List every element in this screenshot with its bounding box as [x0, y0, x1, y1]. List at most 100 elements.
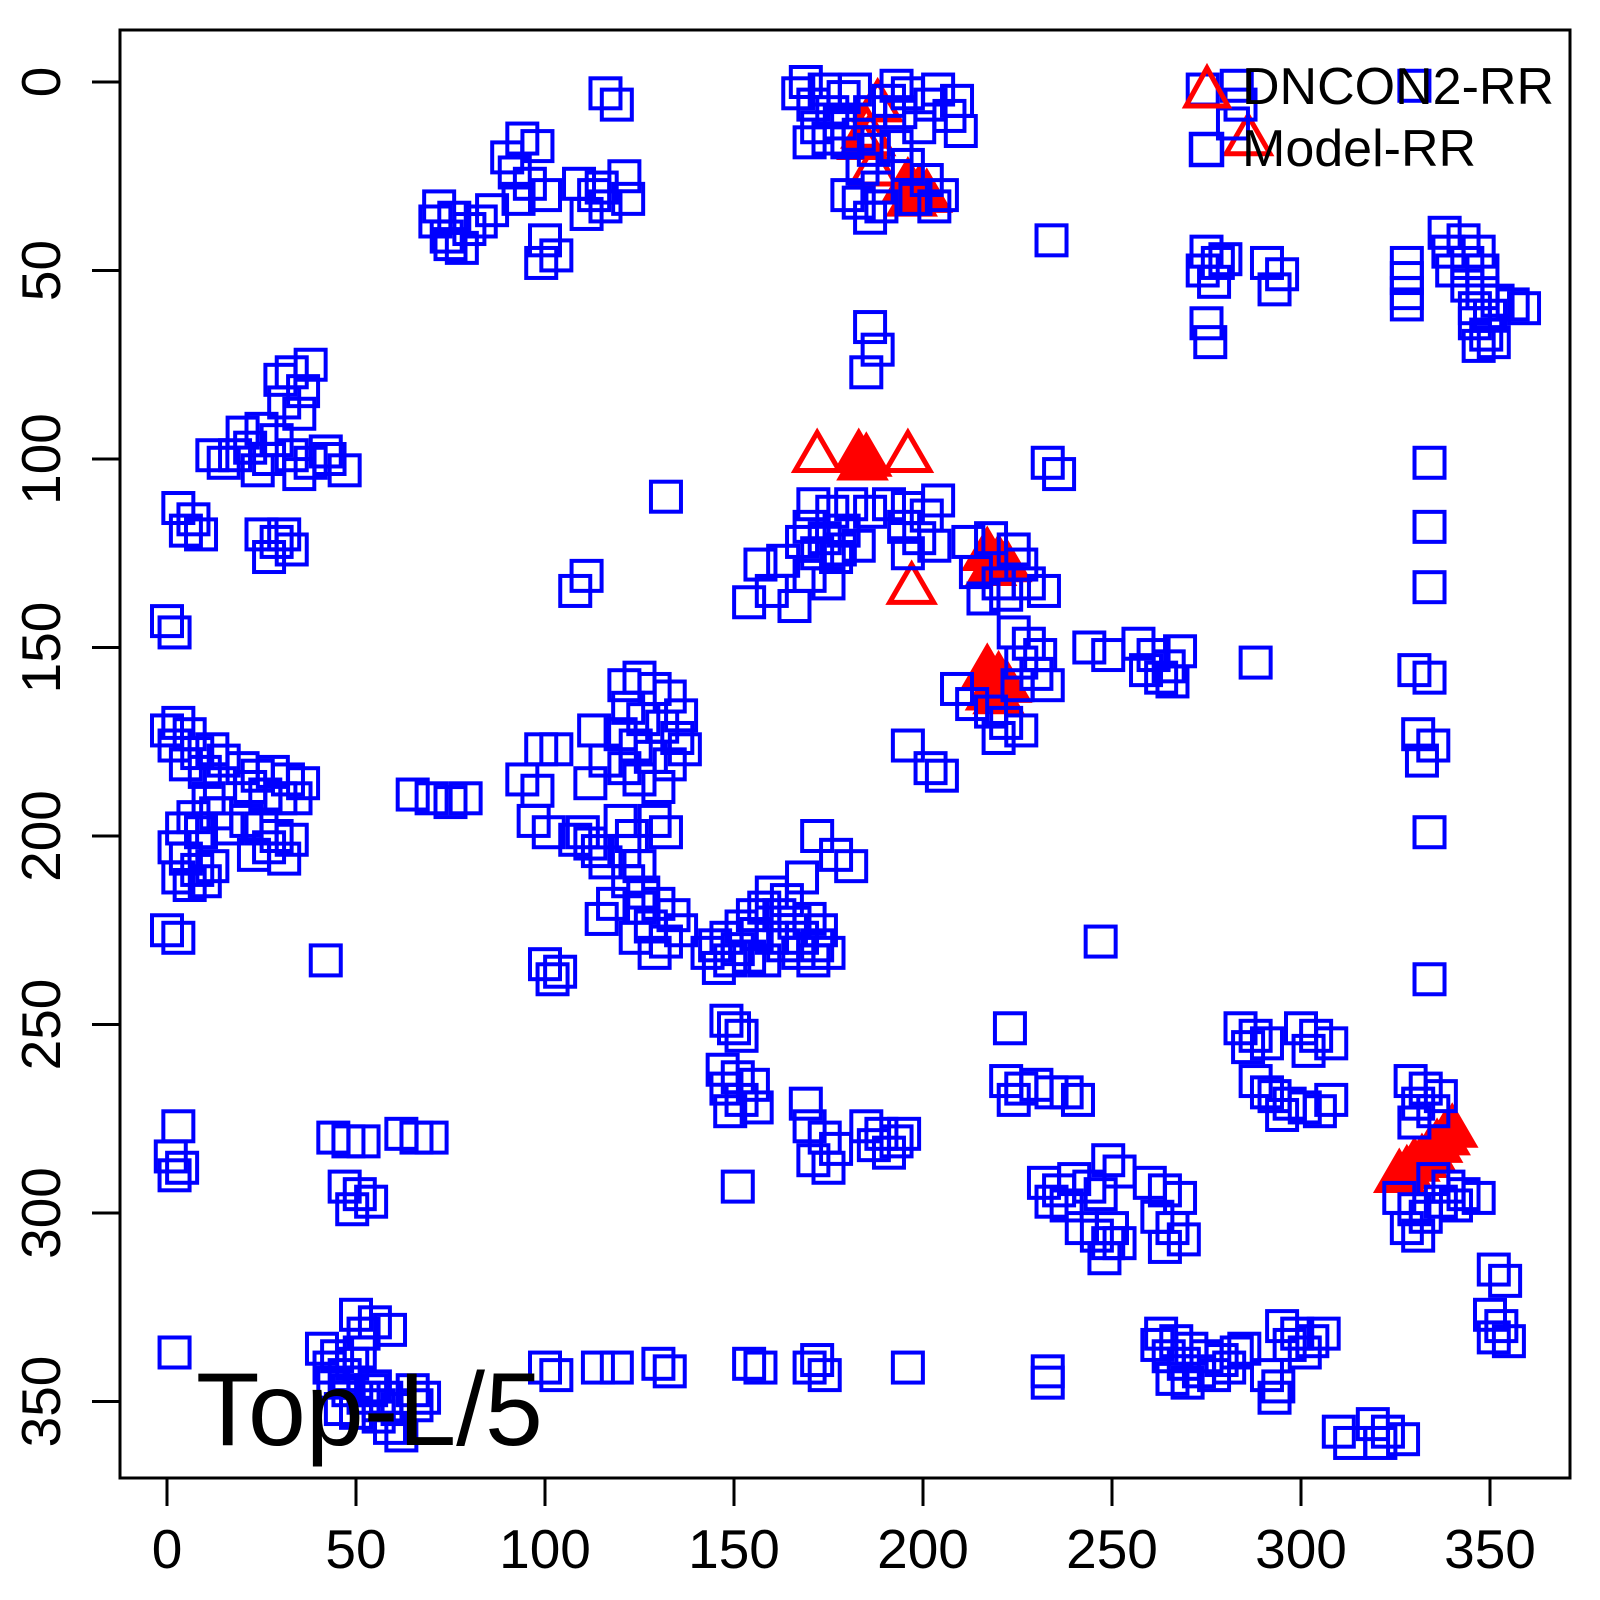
data-point-square — [577, 178, 612, 213]
data-point-square — [1004, 547, 1039, 582]
data-point-square — [667, 732, 702, 767]
data-point-square — [1087, 1241, 1122, 1276]
data-point-square — [535, 962, 570, 997]
data-point-square — [1397, 1105, 1432, 1140]
data-point-square — [1166, 1222, 1201, 1257]
y-tick-label: 200 — [10, 790, 72, 882]
data-point-square — [724, 1018, 759, 1053]
data-point-square — [830, 178, 865, 213]
data-point-square — [1004, 713, 1039, 748]
data-point-square — [373, 1312, 408, 1347]
data-point-square — [622, 762, 657, 797]
y-tick-label: 100 — [10, 413, 72, 505]
data-point-square — [660, 720, 695, 755]
data-point-square — [1034, 223, 1069, 258]
data-point-square — [1257, 1380, 1292, 1415]
data-point-square — [433, 227, 468, 262]
data-point-square — [1488, 1263, 1523, 1298]
data-point-square — [1476, 1252, 1511, 1287]
data-point-square — [1473, 1297, 1507, 1332]
data-point-square — [1461, 1180, 1496, 1215]
data-point-square — [1208, 242, 1243, 277]
legend: DNCON2-RR Model-RR — [1176, 56, 1554, 180]
data-point-square — [225, 415, 260, 450]
legend-label-model: Model-RR — [1242, 120, 1477, 178]
data-point-square — [1416, 1094, 1451, 1129]
data-point-square — [781, 76, 816, 111]
data-point-square — [834, 849, 869, 884]
data-point-square — [788, 65, 823, 99]
data-point-square — [1412, 445, 1447, 480]
data-point-square — [1401, 1218, 1436, 1253]
data-point-square — [1261, 1369, 1296, 1404]
data-point-square — [414, 1120, 449, 1155]
data-point-square — [1026, 573, 1061, 608]
data-point-square — [890, 1350, 925, 1385]
data-point-square — [1147, 1229, 1182, 1264]
data-point-square — [1386, 1422, 1421, 1457]
x-tick-label: 0 — [152, 1518, 183, 1580]
data-point-square — [796, 943, 831, 978]
data-point-square — [792, 125, 827, 160]
data-point-square — [539, 732, 574, 767]
data-point-square — [913, 751, 948, 786]
data-point-square — [1314, 1082, 1349, 1117]
data-point-square — [1072, 630, 1107, 665]
data-point-square — [879, 1124, 914, 1159]
data-point-square — [1412, 570, 1447, 605]
data-point-square — [335, 1346, 370, 1381]
data-point-square — [641, 769, 676, 804]
data-point-square — [879, 129, 914, 164]
x-tick-label: 150 — [688, 1518, 780, 1580]
data-point-square — [584, 170, 619, 205]
data-point-square — [444, 230, 479, 265]
data-point-square — [1291, 1033, 1326, 1068]
data-point-square — [1295, 1324, 1330, 1359]
data-point-square — [664, 913, 699, 948]
data-point-square — [940, 83, 975, 118]
x-tick-label: 50 — [325, 1518, 386, 1580]
data-point-square — [274, 822, 309, 857]
data-point-square — [240, 453, 275, 488]
data-point-square — [864, 189, 899, 224]
data-point-square — [622, 890, 657, 925]
data-point-square — [1476, 325, 1511, 360]
data-point-square — [157, 1158, 192, 1193]
data-point-square — [528, 1350, 562, 1385]
data-point-square — [558, 822, 593, 857]
data-point-square — [263, 362, 298, 397]
legend-row-model: Model-RR — [1176, 118, 1554, 180]
data-point-square — [1321, 1414, 1356, 1449]
data-point-square — [361, 1399, 396, 1434]
data-point-square — [267, 517, 302, 552]
data-point-square — [327, 453, 362, 488]
data-point-square — [588, 189, 623, 224]
data-point-square — [800, 819, 835, 853]
data-point-square — [599, 1350, 634, 1385]
data-point-square — [917, 189, 952, 224]
data-point-square — [648, 479, 683, 514]
data-point-square — [1102, 1154, 1137, 1189]
x-tick-label: 100 — [499, 1518, 591, 1580]
data-point-square — [849, 355, 884, 390]
data-point-square — [792, 901, 827, 936]
data-point-square — [1408, 1199, 1443, 1234]
data-point-square — [664, 698, 699, 733]
data-point-square — [1019, 656, 1054, 691]
data-point-square — [777, 589, 812, 624]
data-point-square — [856, 132, 891, 167]
data-point-square — [853, 310, 888, 345]
data-point-square — [569, 558, 604, 593]
data-point-square — [580, 1350, 615, 1385]
data-point-square — [475, 193, 510, 228]
data-point-square — [1412, 660, 1447, 695]
data-point-square — [528, 178, 562, 213]
data-point-square — [539, 1358, 574, 1393]
data-point-square — [713, 943, 748, 978]
x-tick-label: 200 — [877, 1518, 969, 1580]
triangle-icon — [1181, 62, 1233, 109]
data-point-square — [157, 615, 192, 650]
data-point-square — [524, 245, 559, 280]
data-point-square — [785, 524, 820, 559]
data-point-square — [161, 705, 196, 740]
